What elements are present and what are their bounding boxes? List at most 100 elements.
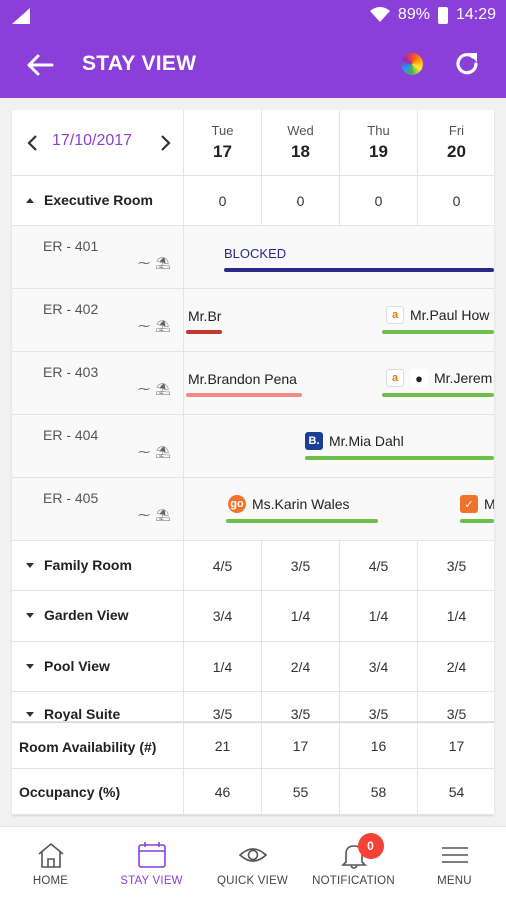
booking-bar: [226, 519, 378, 523]
category-label[interactable]: Pool View: [26, 658, 110, 674]
availability-cell: 0: [340, 176, 418, 225]
booking-bar: [224, 268, 494, 272]
collapse-icon: [26, 197, 34, 203]
refresh-icon[interactable]: [452, 49, 482, 79]
category-label[interactable]: Family Room: [26, 557, 132, 573]
back-arrow-icon[interactable]: [24, 50, 56, 80]
nav-label: MENU: [437, 875, 472, 887]
room-amenity-icon: ⁓ ⛱: [138, 319, 172, 333]
page-title: STAY VIEW: [82, 52, 197, 75]
availability-cell: 3/5: [262, 692, 340, 721]
booking-bar: [305, 456, 494, 460]
nav-label: QUICK VIEW: [216, 875, 288, 887]
category-label[interactable]: Executive Room: [26, 192, 153, 208]
day-of-week: Thu: [367, 123, 390, 138]
booking-label: Mr.Brandon Pena: [188, 371, 297, 387]
expand-icon: [26, 663, 34, 669]
summary-cell: 58: [340, 769, 418, 814]
booking-bar: [460, 519, 494, 523]
availability-cell: 3/4: [340, 642, 418, 691]
bottom-navigation: HOME STAY VIEW QUICK VIEW 0 NOTIFICATION…: [0, 826, 506, 900]
category-row-royal[interactable]: Royal Suite 3/5 3/5 3/5 3/5: [12, 692, 494, 722]
booking-bar: [382, 393, 494, 397]
eye-icon: [238, 848, 267, 862]
day-of-week: Tue: [211, 123, 234, 138]
day-number: 18: [291, 142, 310, 161]
date-navigator: 17/10/2017: [12, 110, 184, 175]
room-row: ER - 405 ⁓ ⛱ go Ms.Karin Wales ✓ M: [12, 478, 494, 541]
summary-cell: 54: [418, 769, 494, 814]
room-row: ER - 402 ⁓ ⛱ Mr.Br a Mr.Paul How: [12, 289, 494, 352]
nav-label: NOTIFICATION: [312, 875, 395, 887]
day-header: Tue 17: [184, 110, 262, 175]
nav-label: STAY VIEW: [120, 875, 183, 887]
summary-cell: 46: [184, 769, 262, 814]
color-wheel-icon[interactable]: [401, 53, 423, 75]
summary-cell: 21: [184, 723, 262, 768]
room-name: ER - 401: [43, 238, 99, 254]
booking-bar: [382, 330, 494, 334]
room-name: ER - 403: [43, 364, 99, 380]
battery-percent: 89%: [397, 6, 430, 23]
category-row-executive[interactable]: Executive Room 0 0 0 0: [12, 176, 494, 226]
stay-view-grid: 17/10/2017 Tue 17 Wed 18 Thu 19 Fri 20: [12, 110, 494, 815]
person-icon: ●: [410, 369, 428, 387]
menu-icon: [441, 847, 468, 863]
availability-cell: 0: [262, 176, 340, 225]
expand-icon: [26, 711, 34, 717]
battery-icon: [437, 6, 448, 24]
booking-bar: [186, 393, 302, 397]
availability-cell: 0: [418, 176, 494, 225]
day-of-week: Fri: [448, 123, 465, 138]
room-name: ER - 405: [43, 490, 99, 506]
nav-notification[interactable]: 0 NOTIFICATION: [303, 827, 404, 900]
summary-label: Room Availability (#): [19, 739, 157, 755]
room-row: ER - 404 ⁓ ⛱ B. Mr.Mia Dahl: [12, 415, 494, 478]
category-label[interactable]: Garden View: [26, 607, 129, 623]
summary-cell: 17: [262, 723, 340, 768]
day-number: 20: [447, 142, 466, 161]
calendar-icon: [137, 842, 166, 868]
chevron-right-icon[interactable]: [156, 134, 174, 152]
booking-label: BLOCKED: [224, 246, 287, 261]
nav-menu[interactable]: MENU: [404, 827, 505, 900]
category-row-family[interactable]: Family Room 4/5 3/5 4/5 3/5: [12, 541, 494, 591]
booking-com-source-icon: B.: [305, 432, 323, 450]
app-bar: STAY VIEW: [0, 32, 506, 98]
room-amenity-icon: ⁓ ⛱: [138, 445, 172, 459]
availability-cell: 3/5: [418, 692, 494, 722]
availability-cell: 3/5: [262, 541, 340, 590]
category-row-garden[interactable]: Garden View 3/4 1/4 1/4 1/4: [12, 591, 494, 642]
date-header-row: 17/10/2017 Tue 17 Wed 18 Thu 19 Fri 20: [12, 110, 494, 176]
summary-row-availability: Room Availability (#) 21 17 16 17: [12, 722, 494, 769]
status-bar: 89% 14:29: [0, 0, 506, 32]
availability-cell: 3/5: [418, 541, 494, 590]
day-header: Thu 19: [340, 110, 418, 175]
category-row-pool[interactable]: Pool View 1/4 2/4 3/4 2/4: [12, 642, 494, 692]
expand-icon: [26, 612, 34, 618]
nav-quick-view[interactable]: QUICK VIEW: [202, 827, 303, 900]
current-date[interactable]: 17/10/2017: [52, 132, 133, 149]
goibibo-source-icon: go: [228, 495, 246, 513]
signal-icon: [12, 8, 30, 24]
expand-icon: [26, 562, 34, 568]
room-row: ER - 401 ⁓ ⛱ BLOCKED: [12, 226, 494, 289]
day-number: 17: [213, 142, 232, 161]
room-amenity-icon: ⁓ ⛱: [138, 508, 172, 522]
day-of-week: Wed: [287, 123, 314, 138]
chevron-left-icon[interactable]: [24, 134, 42, 152]
availability-cell: 1/4: [184, 642, 262, 691]
nav-stay-view[interactable]: STAY VIEW: [101, 827, 202, 900]
room-name: ER - 402: [43, 301, 99, 317]
checkmark-source-icon: ✓: [460, 495, 478, 513]
category-label[interactable]: Royal Suite: [26, 706, 120, 721]
room-row: ER - 403 ⁓ ⛱ Mr.Brandon Pena a ● Mr.Jere…: [12, 352, 494, 415]
clock: 14:29: [455, 6, 496, 23]
nav-home[interactable]: HOME: [0, 827, 101, 900]
availability-cell: 0: [184, 176, 262, 225]
room-name: ER - 404: [43, 427, 99, 443]
notification-badge: 0: [357, 833, 384, 859]
wifi-icon: [369, 7, 390, 22]
summary-cell: 55: [262, 769, 340, 814]
nav-label: HOME: [32, 875, 69, 887]
